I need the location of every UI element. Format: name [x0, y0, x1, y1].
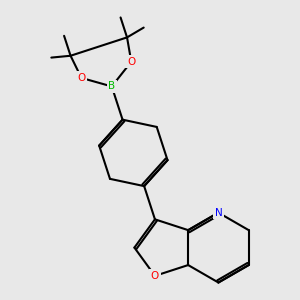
Text: N: N: [214, 208, 222, 218]
Text: O: O: [77, 73, 86, 83]
Text: B: B: [108, 81, 115, 92]
Text: O: O: [151, 271, 159, 281]
Text: O: O: [127, 57, 135, 67]
